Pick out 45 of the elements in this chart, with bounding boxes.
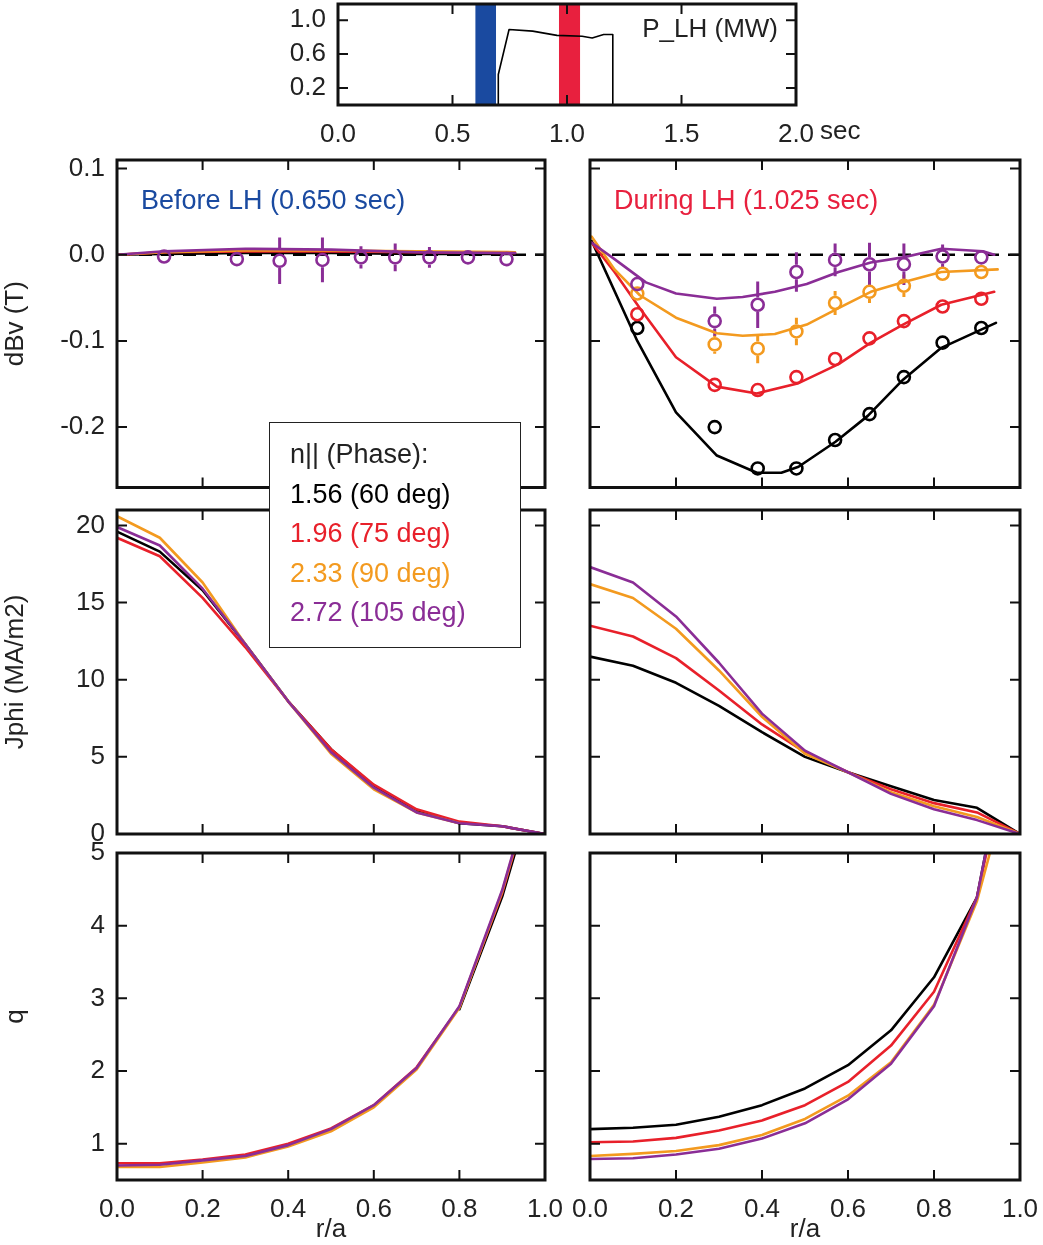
y-tick-label: 0.0 [68, 237, 105, 268]
x-tick-label: 2.0 [777, 117, 815, 148]
x-tick-label: 0.2 [184, 1192, 221, 1223]
y-tick-label: 3 [90, 981, 105, 1012]
text: 2.72 (105 deg) [290, 596, 467, 629]
text: During LH (1.025 sec) [614, 185, 879, 216]
y-tick-label: 0.6 [289, 37, 326, 68]
y-axis-title: dBv (T) [0, 281, 29, 367]
annotation: P_LH (MW) [642, 13, 778, 44]
legend-title: n|| (Phase): [290, 438, 430, 471]
x-tick-label: 0.0 [571, 1192, 609, 1223]
y-tick-label: 10 [76, 662, 105, 693]
x-tick-label: 1.0 [526, 1192, 564, 1223]
y-tick-label: 0.2 [289, 71, 326, 102]
x-tick-label: 0.8 [441, 1192, 478, 1223]
x-axis-title: r/a [789, 1212, 821, 1243]
y-tick-label: 1 [90, 1126, 105, 1157]
x-tick-label: 0.6 [829, 1192, 867, 1223]
x-tick-label: 0.8 [915, 1192, 953, 1223]
y-axis-title: q [0, 1009, 29, 1024]
y-tick-label: 0.1 [68, 151, 105, 182]
y-tick-label: 15 [76, 585, 105, 616]
x-tick-label: 0.4 [270, 1192, 307, 1223]
y-axis-title: Jphi (MA/m2) [0, 594, 29, 750]
x-tick-label: 0.4 [743, 1192, 781, 1223]
y-tick-label: 1.0 [289, 3, 326, 34]
y-tick-label: 5 [90, 740, 105, 771]
x-axis-title: r/a [315, 1212, 347, 1243]
text: 2.33 (90 deg) [290, 556, 452, 590]
x-tick-label: 0.5 [434, 117, 471, 148]
x-tick-label: 1.0 [548, 117, 586, 148]
x-axis-title: sec [820, 115, 861, 146]
y-tick-label: 4 [90, 908, 105, 939]
x-tick-label: 0.6 [355, 1192, 392, 1223]
y-tick-label: 2 [90, 1054, 105, 1085]
text: Before LH (0.650 sec) [141, 185, 406, 216]
text: 1.56 (60 deg) [290, 477, 452, 511]
y-tick-label: -0.1 [60, 324, 105, 355]
x-tick-label: 0.2 [657, 1192, 695, 1223]
x-tick-label: 1.0 [1001, 1192, 1039, 1223]
y-tick-label: -0.2 [60, 410, 105, 441]
x-tick-label: 0.0 [319, 117, 357, 148]
x-tick-label: 1.5 [663, 117, 700, 148]
text: 1.96 (75 deg) [290, 517, 452, 550]
y-tick-label: 20 [76, 508, 105, 539]
